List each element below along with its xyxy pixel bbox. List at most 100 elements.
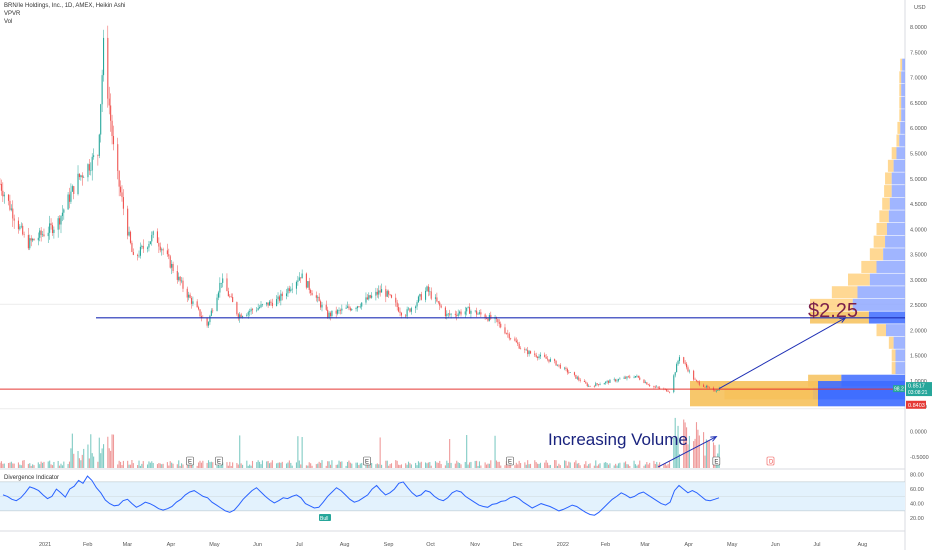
volume-bar: [507, 465, 509, 468]
volume-bar: [416, 465, 418, 468]
candle-body: [410, 308, 412, 312]
volume-profile-poc-down: [818, 381, 905, 407]
earnings-marker: [712, 456, 721, 466]
vpvr-label[interactable]: VPVR: [4, 11, 21, 17]
candle-body: [196, 301, 198, 308]
volume-bar: [573, 462, 576, 468]
candle-body: [259, 307, 261, 308]
candle-body: [318, 296, 320, 302]
volume-bar: [456, 460, 458, 468]
candle-body: [127, 208, 129, 236]
volume-bar: [454, 463, 456, 468]
volume-profile-down-bar: [901, 109, 905, 122]
volume-bar: [239, 435, 241, 468]
volume-profile-down-bar: [901, 83, 905, 96]
candle-body: [0, 183, 1, 185]
candle-body: [43, 234, 45, 237]
earnings-marker: [186, 456, 194, 466]
volume-profile-up-bar: [899, 83, 902, 96]
volume-bar: [627, 464, 629, 468]
candle-body: [9, 200, 11, 210]
candle-body: [647, 384, 649, 386]
volume-bar: [261, 460, 263, 468]
volume-bar: [278, 462, 280, 468]
x-tick-label: Jul: [813, 542, 820, 548]
volume-bar: [647, 464, 649, 468]
volume-bar: [129, 464, 132, 468]
volume-bar: [10, 461, 12, 468]
volume-bar: [549, 464, 551, 468]
volume-bar: [156, 464, 159, 468]
volume-bar: [131, 460, 133, 468]
candle-body: [558, 364, 560, 366]
candle-body: [524, 348, 526, 351]
volume-bar: [209, 462, 211, 468]
candle-body: [545, 356, 547, 359]
volume-bar: [464, 461, 466, 468]
volume-bar: [538, 464, 540, 468]
volume-bar: [216, 465, 218, 468]
candle-body: [477, 313, 479, 315]
volume-bar: [256, 462, 258, 468]
volume-bar: [407, 461, 410, 468]
candle-body: [267, 302, 269, 306]
volume-bar: [606, 462, 608, 468]
volume-arrow: [657, 436, 717, 468]
x-tick-label: Sep: [384, 542, 394, 548]
volume-bar: [677, 425, 679, 468]
volume-profile-up-bar: [899, 96, 902, 109]
candle-body: [627, 376, 629, 378]
candle-body: [564, 367, 566, 369]
dividend-marker-label: D: [769, 460, 774, 466]
candle-body: [335, 310, 337, 314]
volume-bar: [77, 450, 79, 468]
candle-body: [268, 301, 271, 306]
volume-profile-down-bar: [891, 172, 905, 185]
candle-body: [80, 175, 82, 178]
volume-bar: [290, 462, 292, 468]
candle-body: [29, 238, 31, 249]
volume-bar: [331, 460, 333, 468]
candle-body: [613, 379, 615, 380]
candle-body: [537, 356, 539, 358]
volume-bar: [477, 465, 479, 468]
volume-bar: [444, 465, 446, 468]
candle-body: [666, 389, 668, 392]
candle-body: [207, 322, 210, 326]
volume-bar: [39, 464, 41, 468]
volume-label[interactable]: Vol: [4, 19, 13, 25]
oscillator-tick-label: 60.00: [910, 487, 924, 493]
y-tick-label: 4.5000: [910, 202, 927, 208]
y-tick-label: 6.5000: [910, 101, 927, 107]
volume-bar: [361, 462, 363, 468]
volume-bar: [657, 464, 659, 468]
candle-body: [456, 314, 458, 316]
target-arrow: [718, 317, 846, 390]
candle-body: [222, 278, 224, 283]
candle-body: [705, 385, 707, 388]
volume-bar: [718, 444, 720, 468]
candle-body: [656, 386, 658, 388]
candle-body: [325, 304, 327, 310]
volume-bar: [42, 462, 44, 468]
volume-bar: [595, 460, 597, 468]
volume-bar: [51, 465, 54, 468]
volume-profile-up-bar: [876, 223, 887, 236]
volume-bar: [555, 460, 557, 468]
candle-body: [555, 360, 557, 366]
volume-bar: [249, 464, 251, 468]
volume-bar: [460, 464, 462, 468]
volume-profile-down-bar: [900, 121, 905, 134]
candle-body: [607, 381, 610, 383]
volume-bar: [63, 461, 65, 468]
volume-bar: [639, 460, 641, 468]
candle-body: [22, 225, 24, 235]
volume-bar: [291, 465, 293, 468]
candle-body: [122, 197, 124, 209]
volume-bar: [71, 433, 73, 468]
volume-bar: [517, 464, 519, 468]
volume-bar: [376, 463, 378, 468]
candle-body: [619, 378, 621, 380]
dividend-marker: [766, 456, 775, 466]
